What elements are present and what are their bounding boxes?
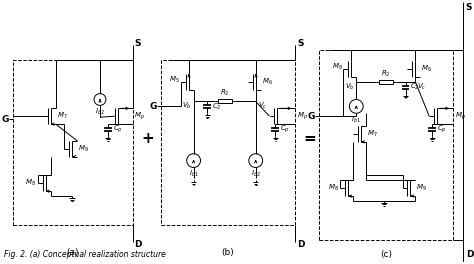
Bar [218, 100, 232, 103]
Text: D: D [465, 250, 473, 259]
Text: $I_{b2}$: $I_{b2}$ [95, 107, 105, 117]
Text: Fig. 2. (a) Conceptual realization structure: Fig. 2. (a) Conceptual realization struc… [4, 250, 166, 259]
Text: $M_p$: $M_p$ [135, 110, 146, 122]
Text: (a): (a) [67, 248, 79, 257]
Text: $M_6$: $M_6$ [421, 64, 432, 74]
Text: $C_2$: $C_2$ [212, 102, 222, 112]
Text: $M_7$: $M_7$ [56, 111, 67, 121]
Text: $M_6$: $M_6$ [262, 77, 273, 87]
Text: S: S [135, 39, 141, 48]
Text: $V_b$: $V_b$ [345, 82, 354, 92]
Text: G: G [150, 102, 157, 111]
Bar [13, 60, 133, 225]
Text: S: S [297, 39, 304, 48]
Text: $C_p$: $C_p$ [113, 124, 123, 135]
Text: $C_p$: $C_p$ [437, 124, 447, 135]
Text: (b): (b) [222, 248, 235, 257]
Bar [161, 60, 295, 225]
Text: G: G [308, 112, 315, 121]
Text: $M_p$: $M_p$ [455, 110, 466, 122]
Text: $C_2$: $C_2$ [410, 82, 420, 92]
Text: $M_7$: $M_7$ [367, 129, 378, 139]
Text: G: G [2, 115, 9, 124]
Text: $M_8$: $M_8$ [328, 183, 338, 193]
Text: =: = [303, 131, 316, 147]
Text: $V_b$: $V_b$ [182, 101, 191, 111]
Text: $M_8$: $M_8$ [331, 62, 342, 72]
Text: $M_9$: $M_9$ [416, 183, 427, 193]
Text: $I_{b2}$: $I_{b2}$ [251, 169, 261, 179]
Text: $I_{b1}$: $I_{b1}$ [189, 169, 199, 179]
Bar [319, 50, 453, 241]
Text: D: D [135, 240, 142, 249]
Text: $M_p$: $M_p$ [297, 110, 308, 122]
Text: $M_9$: $M_9$ [78, 144, 89, 154]
Text: (c): (c) [380, 250, 392, 259]
Text: $R_2$: $R_2$ [220, 88, 229, 98]
Text: $M_8$: $M_8$ [25, 178, 36, 188]
Text: D: D [297, 240, 305, 249]
Text: $C_p$: $C_p$ [280, 124, 290, 135]
Text: $R_2$: $R_2$ [381, 69, 391, 79]
Text: $V_c$: $V_c$ [258, 101, 267, 111]
Text: +: + [141, 131, 154, 147]
Text: $V_c$: $V_c$ [417, 82, 427, 92]
Text: $I_{b1}$: $I_{b1}$ [351, 115, 361, 125]
Text: S: S [465, 3, 472, 12]
Bar [379, 80, 393, 84]
Text: $M_5$: $M_5$ [169, 75, 180, 85]
